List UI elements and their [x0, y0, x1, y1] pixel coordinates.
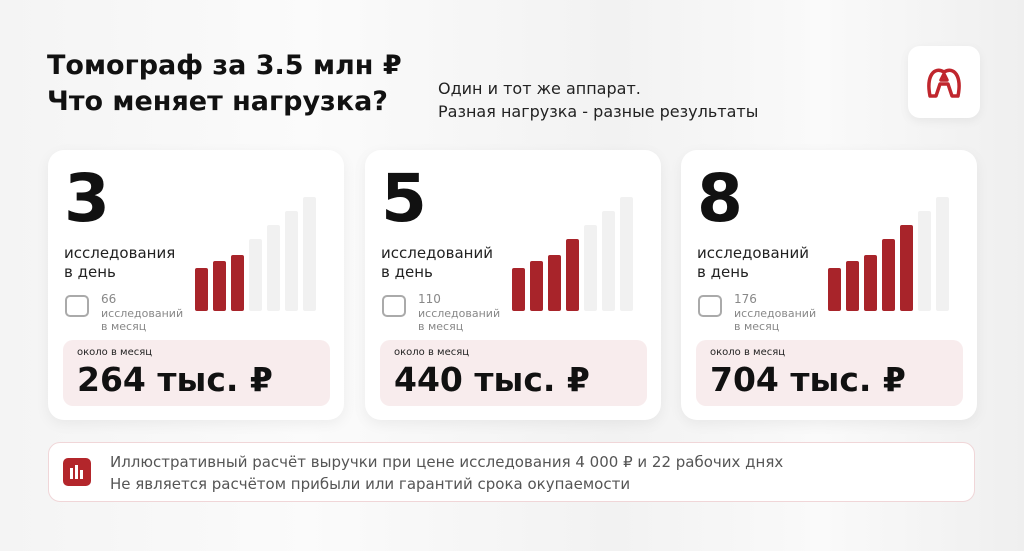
- per-day-label: в день: [64, 263, 116, 281]
- logo: [908, 46, 980, 118]
- bar-decoration: [584, 225, 597, 311]
- title: Томограф за 3.5 млн ₽: [47, 50, 402, 81]
- per-day-label: в день: [381, 263, 433, 281]
- per-day-label: исследования: [64, 244, 176, 262]
- revenue-box: около в месяц 440 тыс. ₽: [380, 340, 647, 406]
- bar-decoration: [530, 261, 543, 311]
- footer-box: [48, 442, 975, 502]
- footer-icon: [63, 458, 91, 486]
- bar-decoration: [231, 255, 244, 311]
- per-month-label: исследований: [418, 307, 501, 320]
- revenue: 264 тыс. ₽: [77, 360, 273, 399]
- per-day: 5: [381, 160, 427, 237]
- per-day-label: исследований: [697, 244, 809, 262]
- revenue-box: около в месяц 264 тыс. ₽: [63, 340, 330, 406]
- per-month-label: исследований: [734, 307, 817, 320]
- footer-text: Не является расчётом прибыли или гаранти…: [110, 475, 631, 493]
- per-month-label: в месяц: [101, 320, 147, 333]
- revenue: 704 тыс. ₽: [710, 360, 906, 399]
- bar-decoration: [548, 255, 561, 311]
- calendar-icon: [698, 295, 722, 317]
- subtitle: Разная нагрузка - разные результаты: [438, 102, 759, 121]
- bar-decoration: [512, 268, 525, 311]
- bar-decoration: [864, 255, 877, 311]
- bar-decoration: [936, 197, 949, 311]
- subtitle: Один и тот же аппарат.: [438, 79, 641, 98]
- bar-decoration: [285, 211, 298, 311]
- revenue: 440 тыс. ₽: [394, 360, 590, 399]
- revenue-box: около в месяц 704 тыс. ₽: [696, 340, 963, 406]
- card: 5 исследований в день 110 исследований в меся…: [365, 150, 661, 420]
- per-month: 110: [418, 292, 441, 306]
- bar-decoration: [828, 268, 841, 311]
- footer-text: Иллюстративный расчёт выручки при цене и…: [110, 453, 784, 471]
- per-month-label: исследований: [101, 307, 184, 320]
- card: 8 исследований в день 176 исследований в меся…: [681, 150, 977, 420]
- calendar-icon: [382, 295, 406, 317]
- revenue-caption: около в месяц: [394, 347, 470, 358]
- revenue-caption: около в месяц: [710, 347, 786, 358]
- bar-decoration: [566, 239, 579, 311]
- card: 3 исследования в день 66 исследований в месяц…: [48, 150, 344, 420]
- bar-decoration: [882, 239, 895, 311]
- logo-icon: [927, 68, 961, 98]
- per-day: 8: [697, 160, 743, 237]
- per-month: 176: [734, 292, 757, 306]
- bar-decoration: [918, 211, 931, 311]
- revenue-caption: около в месяц: [77, 347, 153, 358]
- calendar-icon: [65, 295, 89, 317]
- per-month-label: в месяц: [734, 320, 780, 333]
- bar-decoration: [846, 261, 859, 311]
- bar-decoration: [620, 197, 633, 311]
- bar-decoration: [213, 261, 226, 311]
- bar-decoration: [900, 225, 913, 311]
- per-day-label: в день: [697, 263, 749, 281]
- bar-decoration: [195, 268, 208, 311]
- per-month: 66: [101, 292, 117, 306]
- bar-decoration: [303, 197, 316, 311]
- title: Что меняет нагрузка?: [47, 86, 388, 117]
- per-month-label: в месяц: [418, 320, 464, 333]
- per-day-label: исследований: [381, 244, 493, 262]
- bar-decoration: [267, 225, 280, 311]
- per-day: 3: [64, 160, 110, 237]
- bar-decoration: [249, 239, 262, 311]
- bar-decoration: [602, 211, 615, 311]
